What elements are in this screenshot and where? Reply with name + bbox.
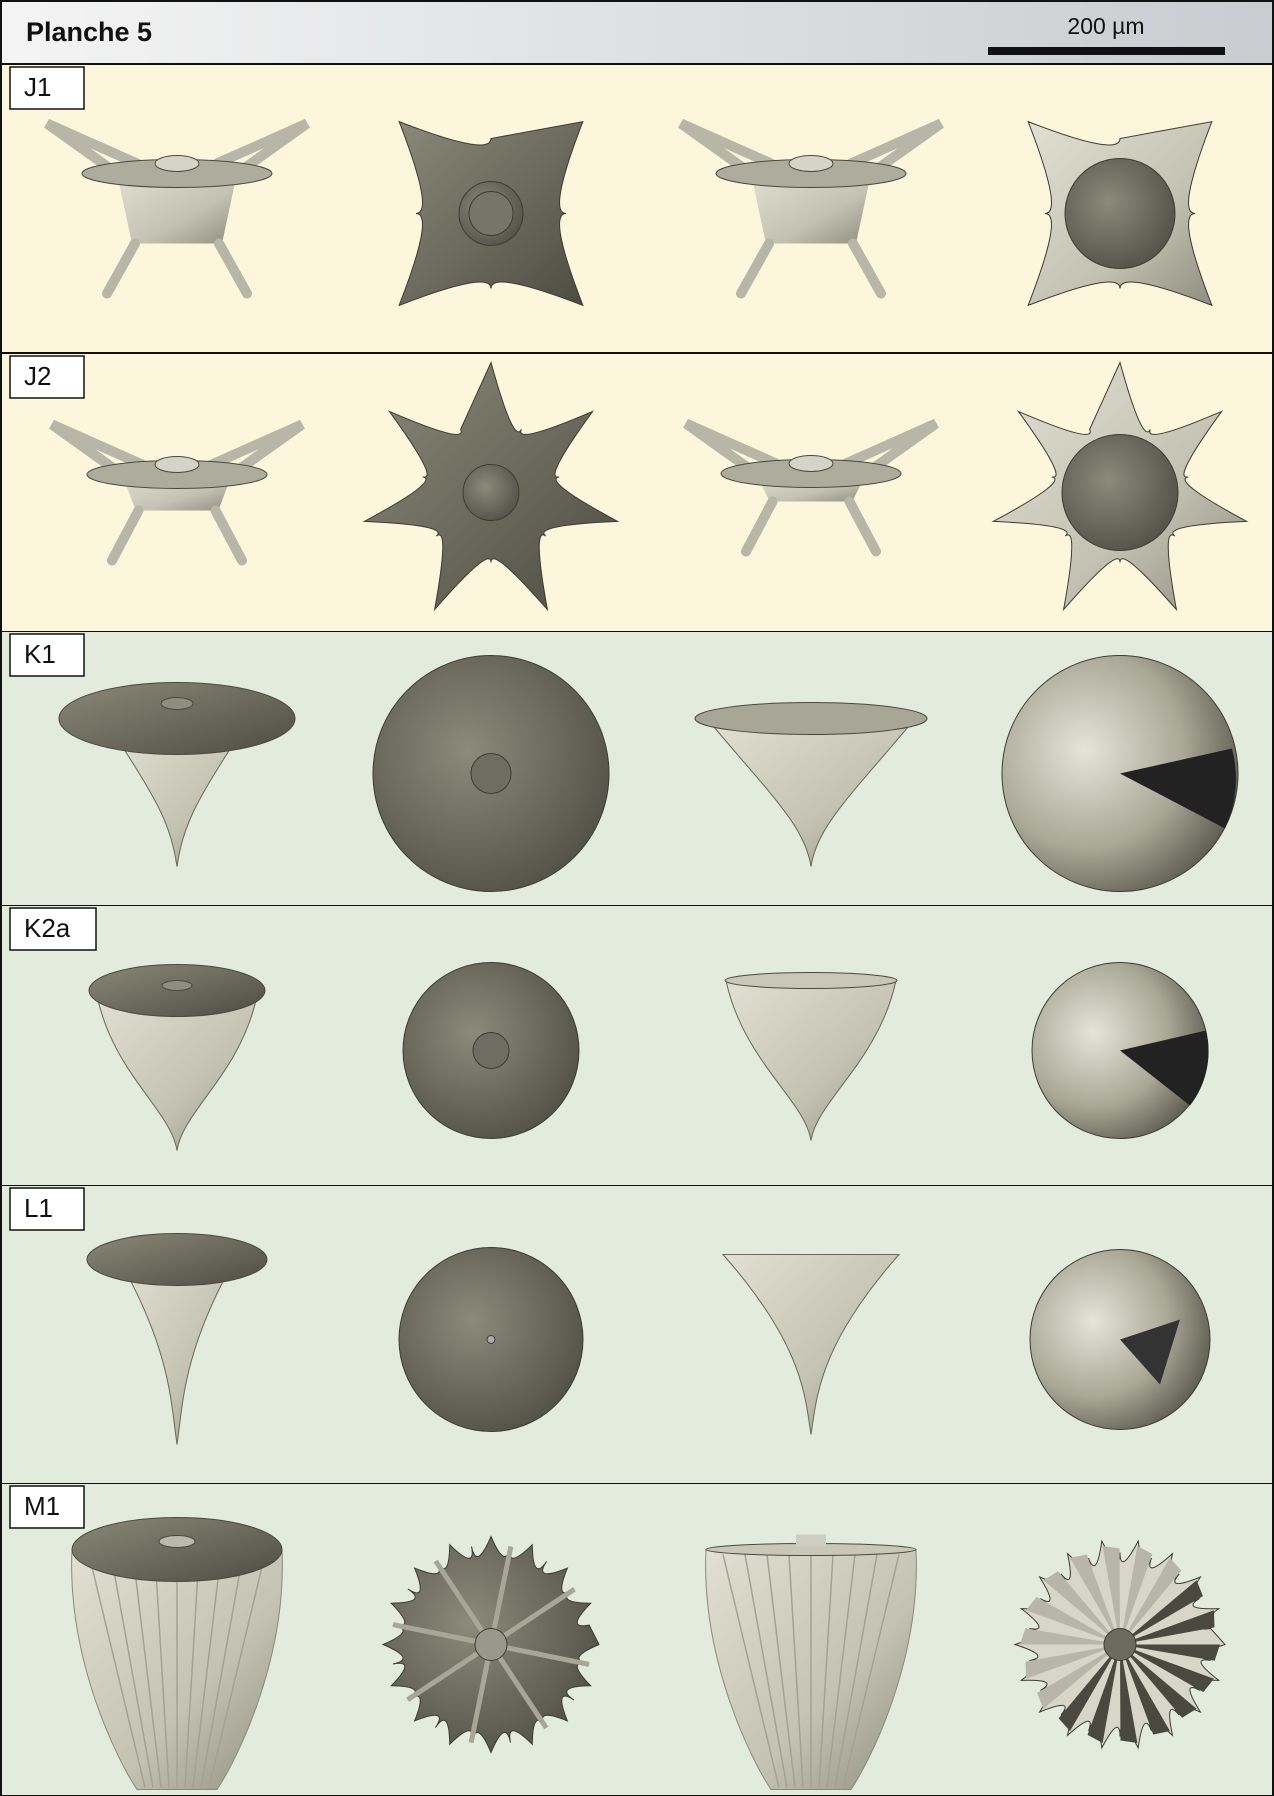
specimen-disc xyxy=(475,1629,507,1661)
row-label: J2 xyxy=(24,361,51,391)
specimen-rim xyxy=(59,683,295,755)
specimen-disc xyxy=(469,192,513,236)
specimen-rim xyxy=(161,698,193,710)
specimen-rim xyxy=(789,156,833,172)
scale-label: 200 µm xyxy=(1067,13,1144,39)
specimen-rim xyxy=(72,1518,282,1582)
specimen-disc xyxy=(1104,1629,1136,1661)
specimen-rim xyxy=(159,1536,195,1548)
specimen-rim xyxy=(162,981,192,991)
rows: J1 J2 K1 K2a L1 M1 xyxy=(0,65,1274,1796)
row-label: J1 xyxy=(24,72,51,102)
specimen-rim xyxy=(87,1234,267,1286)
plate-title: Planche 5 xyxy=(26,17,152,47)
row-label: K2a xyxy=(24,913,71,943)
row-label: K1 xyxy=(24,639,56,669)
row-label: L1 xyxy=(24,1193,53,1223)
scale-bar xyxy=(988,47,1225,55)
page: Planche 5 200 µm J1J2K1K2aL1M1 (() => { … xyxy=(0,0,1274,1796)
specimen-rim xyxy=(725,973,897,989)
specimen-disc xyxy=(463,465,519,521)
row-label: M1 xyxy=(24,1491,60,1521)
specimen-rim xyxy=(155,457,199,473)
specimen-disc xyxy=(473,1033,509,1069)
specimen-disc xyxy=(487,1336,495,1344)
specimen-disc xyxy=(1065,159,1175,269)
specimen-rim xyxy=(789,456,833,472)
specimen-rim xyxy=(695,703,927,735)
specimen-disc xyxy=(471,754,511,794)
plate: Planche 5 200 µm J1 J2 K1 K2a L1 M1 xyxy=(0,0,1274,1796)
specimen-collar xyxy=(796,1535,826,1547)
specimen-rim xyxy=(155,156,199,172)
specimen-disc xyxy=(1062,435,1178,551)
